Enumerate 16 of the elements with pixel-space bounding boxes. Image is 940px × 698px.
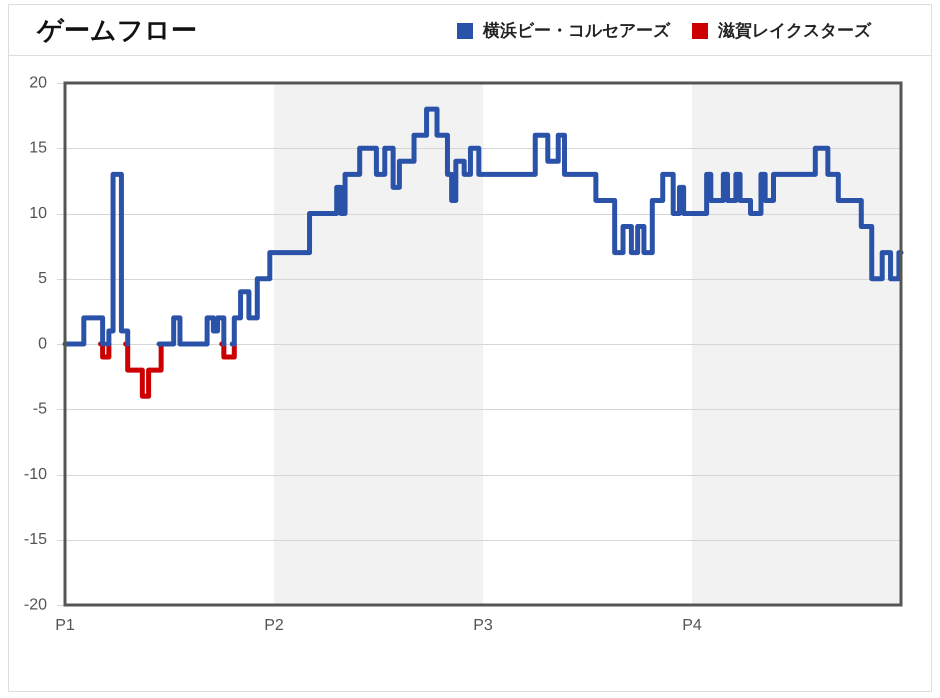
x-tick-label: P2: [264, 617, 284, 634]
y-tick-label: 5: [38, 270, 48, 288]
y-tick-label: 10: [29, 204, 48, 222]
y-tick-label: -15: [24, 531, 48, 548]
chart-title: ゲームフロー: [37, 15, 197, 48]
y-tick-label: 20: [29, 74, 48, 92]
y-tick-label: 0: [38, 335, 48, 352]
x-tick-label: P4: [682, 617, 702, 634]
x-tick-label: P3: [473, 617, 493, 634]
y-tick-label: -10: [24, 466, 48, 483]
y-tick-label: -5: [32, 400, 48, 418]
legend-label: 横浜ビー・コルセアーズ: [483, 20, 670, 42]
legend-label: 滋賀レイクスターズ: [718, 20, 871, 42]
x-tick-label: P1: [55, 617, 75, 634]
y-tick-label: 15: [29, 140, 48, 157]
y-tick-label: -20: [24, 596, 48, 614]
